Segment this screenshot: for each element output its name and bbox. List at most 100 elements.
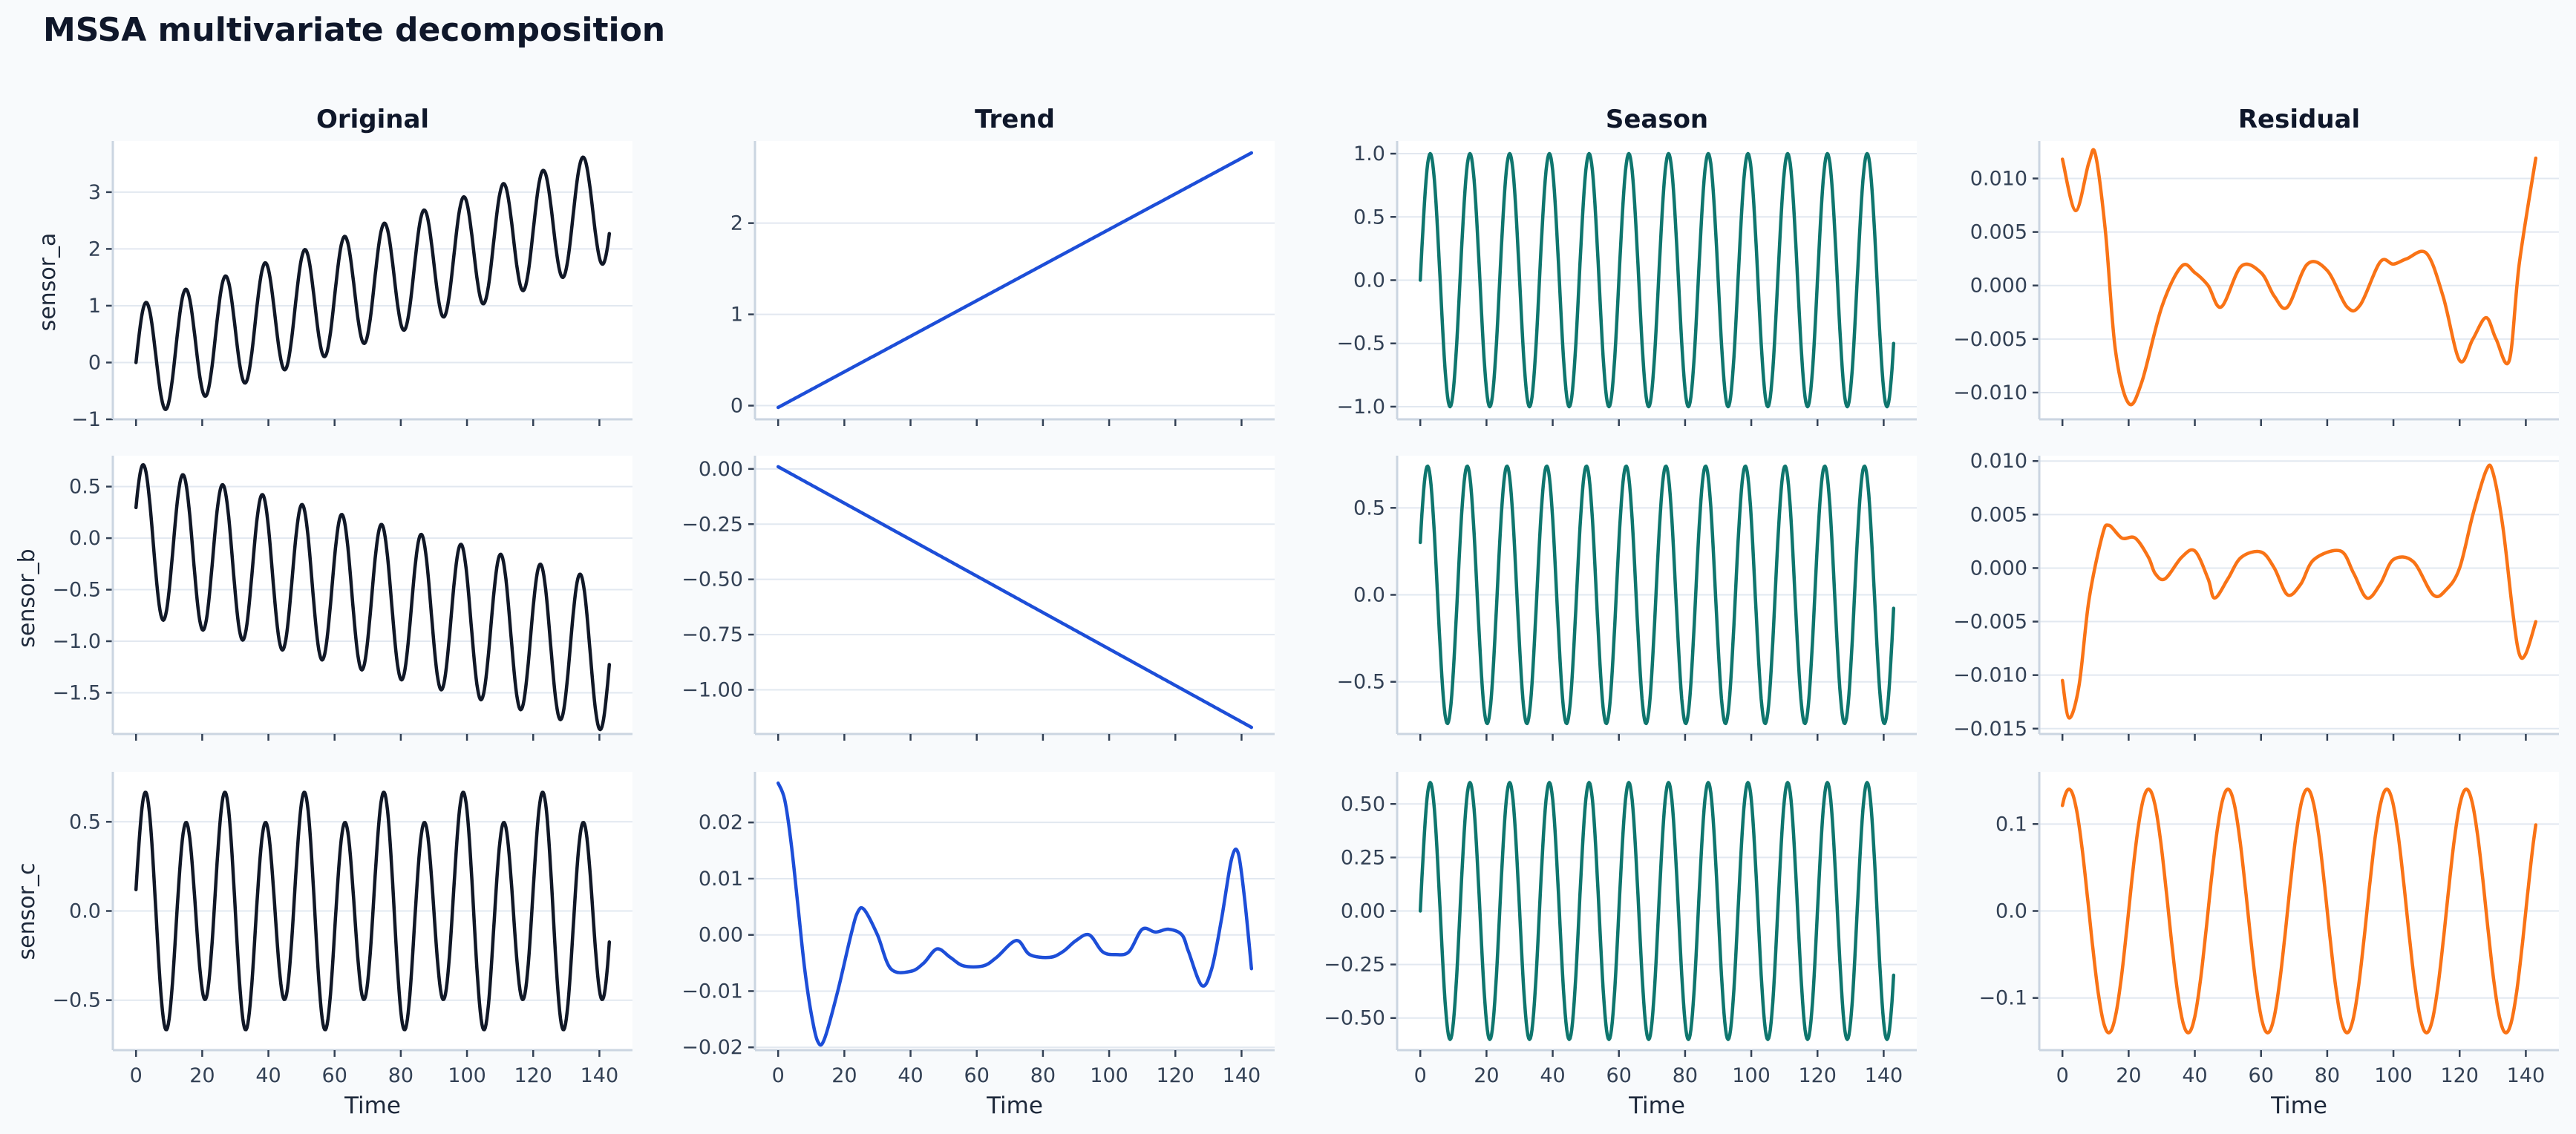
series-line-sensor-a-season [1418, 151, 1896, 409]
x-tick-label: 80 [1030, 1064, 1056, 1087]
y-tick-label: −1.5 [52, 681, 101, 704]
x-tick-label: 100 [2374, 1064, 2413, 1087]
row-label-sensor-a: sensor_a [35, 233, 61, 332]
panel-sensor-a-residual: −0.010 −0.005 0.000 0.005 0.010 [1953, 141, 2559, 426]
x-tick-label: 120 [1798, 1064, 1837, 1087]
y-tick-label: −0.1 [1978, 987, 2027, 1010]
x-tick-label: 80 [1673, 1064, 1698, 1087]
y-tick-label: −1.0 [52, 630, 101, 653]
y-tick-label: 0.000 [1970, 557, 2027, 580]
y-tick-label: 0.00 [699, 924, 743, 947]
series-line-sensor-c-season [1418, 781, 1896, 1041]
y-tick-label: 0.0 [1353, 269, 1385, 292]
x-tick-label: 0 [130, 1064, 143, 1087]
y-tick-label: 0.010 [1970, 167, 2027, 190]
y-tick-label: 0.0 [69, 900, 101, 923]
x-tick-label: 80 [388, 1064, 413, 1087]
y-tick-label: 0.5 [1353, 496, 1385, 520]
y-tick-label: −1 [71, 408, 101, 431]
x-axis-label-original: Time [344, 1092, 401, 1119]
column-title-original: Original [316, 105, 429, 134]
y-tick-label: 0.25 [1341, 846, 1385, 869]
x-tick-label: 140 [1223, 1064, 1261, 1087]
panel-sensor-c-original: −0.5 0.0 0.5 0 20 40 60 80 100 120 140 [52, 772, 632, 1087]
row-label-sensor-b: sensor_b [14, 548, 40, 647]
row-label-sensor-c: sensor_c [14, 863, 40, 960]
y-tick-label: 0.0 [1995, 900, 2027, 923]
plot-area [113, 141, 632, 419]
x-tick-label: 20 [189, 1064, 215, 1087]
series-line-sensor-a-residual [2060, 148, 2538, 407]
panel-sensor-c-season: −0.50 −0.25 0.00 0.25 0.50 0 20 40 60 80 100 120 140 [1324, 772, 1917, 1087]
x-tick-label: 40 [255, 1064, 281, 1087]
x-tick-label: 120 [514, 1064, 552, 1087]
y-tick-label: 0 [730, 395, 743, 418]
y-tick-label: −0.75 [681, 623, 743, 646]
series-line-sensor-b-original [134, 463, 612, 732]
series-line-sensor-b-trend [776, 465, 1254, 730]
y-tick-label: 0.000 [1970, 275, 2027, 298]
row-labels: sensor_a sensor_b sensor_c [14, 233, 61, 960]
x-axis-label-season: Time [1628, 1092, 1685, 1119]
y-tick-label: 0.1 [1995, 813, 2027, 836]
x-tick-label: 100 [1090, 1064, 1128, 1087]
y-tick-label: −0.5 [1336, 671, 1385, 694]
panel-sensor-b-season: −0.5 0.0 0.5 [1336, 456, 1917, 741]
y-tick-label: 1 [730, 304, 743, 327]
panel-grid: −10123012−1.0−0.50.00.51.0−0.010−0.0050.… [52, 141, 2559, 1087]
x-axis-label-trend: Time [986, 1092, 1043, 1119]
y-tick-label: 0.5 [1353, 206, 1385, 229]
y-tick-label: 0.010 [1970, 450, 2027, 473]
y-tick-label: −0.005 [1953, 328, 2027, 351]
series-line-sensor-a-original [134, 155, 612, 411]
y-tick-label: 2 [88, 237, 101, 260]
series-line-sensor-b-season [1418, 464, 1896, 726]
y-tick-label: 3 [88, 181, 101, 204]
panel-sensor-b-original: −1.5 −1.0 −0.5 0.0 0.5 [52, 456, 632, 741]
x-tick-label: 0 [1414, 1064, 1427, 1087]
x-tick-label: 60 [2249, 1064, 2274, 1087]
panel-sensor-c-trend: −0.02 −0.01 0.00 0.01 0.02 0 20 40 60 80 100 120 140 [681, 772, 1275, 1087]
panel-sensor-b-trend: −1.00 −0.75 −0.50 −0.25 0.00 [681, 456, 1275, 741]
x-tick-label: 100 [448, 1064, 486, 1087]
x-tick-label: 20 [1474, 1064, 1499, 1087]
y-tick-label: 0.5 [69, 476, 101, 499]
series-line-sensor-c-trend [776, 781, 1254, 1047]
y-tick-label: −0.015 [1953, 718, 2027, 741]
y-tick-label: −1.00 [681, 678, 743, 701]
x-tick-label: 60 [322, 1064, 347, 1087]
x-tick-label: 20 [831, 1064, 857, 1087]
y-tick-label: 0.50 [1341, 793, 1385, 816]
x-tick-label: 40 [2182, 1064, 2207, 1087]
y-tick-label: −0.50 [681, 568, 743, 591]
figure-title: MSSA multivariate decomposition [43, 11, 665, 49]
panel-sensor-b-residual: −0.015 −0.010 −0.005 0.000 0.005 0.010 [1953, 450, 2559, 741]
panel-sensor-c-residual: −0.1 0.0 0.1 0 20 40 60 80 100 120 140 [1978, 772, 2559, 1087]
y-tick-label: −0.5 [1336, 332, 1385, 355]
x-tick-label: 20 [2116, 1064, 2141, 1087]
column-titles: Original Trend Season Residual [316, 105, 2360, 134]
y-tick-label: −0.01 [681, 980, 743, 1003]
x-tick-label: 60 [964, 1064, 990, 1087]
panel-sensor-a-trend: 0 1 2 [730, 141, 1275, 426]
x-tick-label: 100 [1732, 1064, 1771, 1087]
y-tick-label: 0.0 [69, 527, 101, 550]
series-line-sensor-c-original [134, 790, 612, 1032]
y-tick-label: 0.01 [699, 868, 743, 891]
y-tick-label: 1 [88, 295, 101, 318]
series-line-sensor-a-trend [776, 151, 1254, 410]
x-tick-label: 120 [1156, 1064, 1194, 1087]
y-tick-label: −0.50 [1324, 1007, 1385, 1030]
panel-sensor-a-original: −1 0 1 2 3 [71, 141, 632, 431]
y-tick-label: −0.005 [1953, 611, 2027, 634]
plot-area [755, 772, 1275, 1050]
y-tick-label: 0.00 [699, 458, 743, 481]
y-tick-label: −0.010 [1953, 381, 2027, 404]
x-tick-label: 140 [1865, 1064, 1903, 1087]
y-tick-label: −0.25 [1324, 954, 1385, 977]
y-tick-label: 1.0 [1353, 142, 1385, 165]
x-tick-label: 140 [581, 1064, 619, 1087]
column-title-trend: Trend [975, 105, 1055, 134]
x-tick-label: 40 [898, 1064, 923, 1087]
